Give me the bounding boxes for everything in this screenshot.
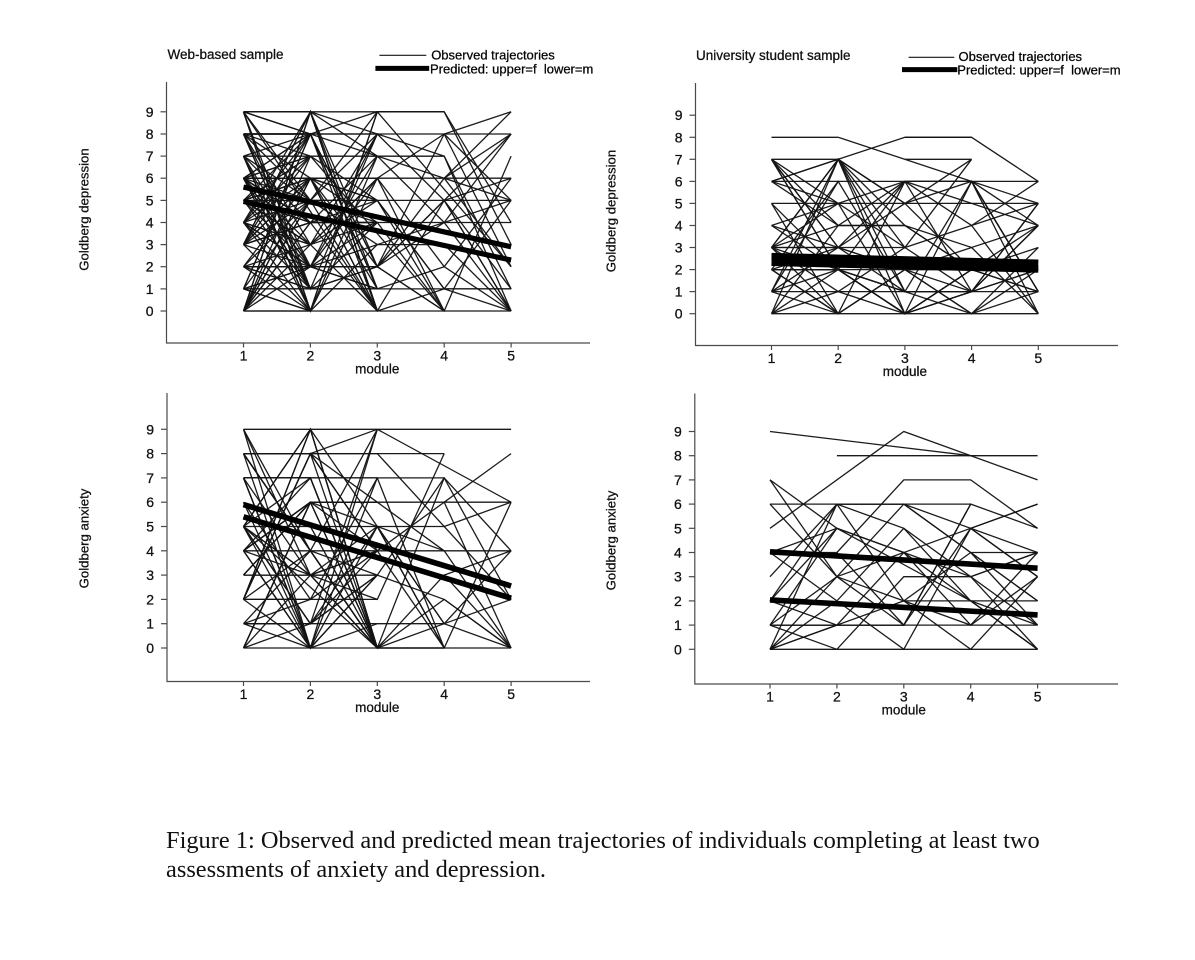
svg-text:1: 1 bbox=[146, 616, 154, 632]
svg-text:4: 4 bbox=[440, 686, 448, 702]
svg-text:0: 0 bbox=[146, 640, 154, 656]
svg-text:0: 0 bbox=[146, 303, 154, 319]
svg-text:4: 4 bbox=[146, 543, 154, 559]
svg-text:3: 3 bbox=[674, 569, 682, 585]
svg-text:4: 4 bbox=[146, 215, 154, 231]
svg-text:1: 1 bbox=[674, 617, 682, 633]
svg-text:3: 3 bbox=[373, 348, 381, 364]
svg-text:Goldberg anxiety: Goldberg anxiety bbox=[604, 490, 619, 590]
svg-text:4: 4 bbox=[967, 689, 975, 705]
svg-text:8: 8 bbox=[146, 126, 154, 142]
svg-text:3: 3 bbox=[675, 240, 683, 256]
svg-text:Predicted: upper=f lower=m: Predicted: upper=f lower=m bbox=[430, 61, 593, 76]
svg-text:module: module bbox=[355, 700, 399, 715]
svg-text:8: 8 bbox=[146, 446, 154, 462]
svg-text:module: module bbox=[883, 364, 927, 379]
svg-text:6: 6 bbox=[146, 170, 154, 186]
svg-text:1: 1 bbox=[766, 689, 774, 705]
svg-text:5: 5 bbox=[146, 192, 154, 208]
svg-text:Predicted: upper=f lower=m: Predicted: upper=f lower=m bbox=[957, 63, 1120, 78]
svg-text:3: 3 bbox=[901, 350, 909, 366]
svg-text:0: 0 bbox=[674, 641, 682, 657]
svg-text:1: 1 bbox=[146, 281, 154, 297]
svg-text:5: 5 bbox=[507, 686, 515, 702]
svg-text:1: 1 bbox=[240, 348, 248, 364]
svg-text:1: 1 bbox=[675, 284, 683, 300]
svg-text:4: 4 bbox=[675, 218, 683, 234]
svg-text:2: 2 bbox=[146, 591, 154, 607]
svg-text:4: 4 bbox=[674, 545, 682, 561]
svg-text:6: 6 bbox=[146, 494, 154, 510]
svg-text:9: 9 bbox=[146, 104, 154, 120]
svg-text:5: 5 bbox=[674, 520, 682, 536]
svg-text:4: 4 bbox=[968, 350, 976, 366]
svg-text:1: 1 bbox=[768, 350, 776, 366]
svg-text:3: 3 bbox=[146, 567, 154, 583]
svg-text:Observed trajectories: Observed trajectories bbox=[959, 49, 1083, 64]
svg-text:module: module bbox=[355, 362, 399, 377]
svg-text:5: 5 bbox=[1034, 689, 1042, 705]
svg-text:2: 2 bbox=[307, 348, 315, 364]
svg-text:6: 6 bbox=[675, 173, 683, 189]
svg-text:Web-based sample: Web-based sample bbox=[168, 47, 284, 62]
svg-text:9: 9 bbox=[675, 107, 683, 123]
svg-text:2: 2 bbox=[146, 259, 154, 275]
svg-text:2: 2 bbox=[675, 262, 683, 278]
svg-text:3: 3 bbox=[373, 686, 381, 702]
svg-text:University student sample: University student sample bbox=[696, 48, 851, 63]
svg-text:1: 1 bbox=[240, 686, 248, 702]
svg-text:2: 2 bbox=[834, 350, 842, 366]
svg-text:5: 5 bbox=[146, 519, 154, 535]
svg-text:5: 5 bbox=[1034, 350, 1042, 366]
svg-text:2: 2 bbox=[833, 689, 841, 705]
svg-text:7: 7 bbox=[674, 472, 682, 488]
svg-text:0: 0 bbox=[675, 306, 683, 322]
svg-text:Goldberg depression: Goldberg depression bbox=[604, 150, 619, 272]
svg-text:8: 8 bbox=[675, 129, 683, 145]
svg-text:7: 7 bbox=[146, 470, 154, 486]
svg-text:Goldberg anxiety: Goldberg anxiety bbox=[77, 488, 92, 588]
svg-text:5: 5 bbox=[507, 348, 515, 364]
svg-text:3: 3 bbox=[900, 689, 908, 705]
svg-text:9: 9 bbox=[674, 424, 682, 440]
svg-text:6: 6 bbox=[674, 496, 682, 512]
svg-text:Goldberg depression: Goldberg depression bbox=[77, 148, 92, 270]
svg-text:5: 5 bbox=[675, 195, 683, 211]
svg-text:module: module bbox=[882, 703, 926, 718]
svg-text:7: 7 bbox=[146, 148, 154, 164]
svg-text:Observed trajectories: Observed trajectories bbox=[431, 47, 555, 62]
svg-text:3: 3 bbox=[146, 237, 154, 253]
svg-text:2: 2 bbox=[674, 593, 682, 609]
svg-text:2: 2 bbox=[307, 686, 315, 702]
svg-text:4: 4 bbox=[440, 348, 448, 364]
svg-text:8: 8 bbox=[674, 448, 682, 464]
svg-text:9: 9 bbox=[146, 421, 154, 437]
svg-text:7: 7 bbox=[675, 151, 683, 167]
